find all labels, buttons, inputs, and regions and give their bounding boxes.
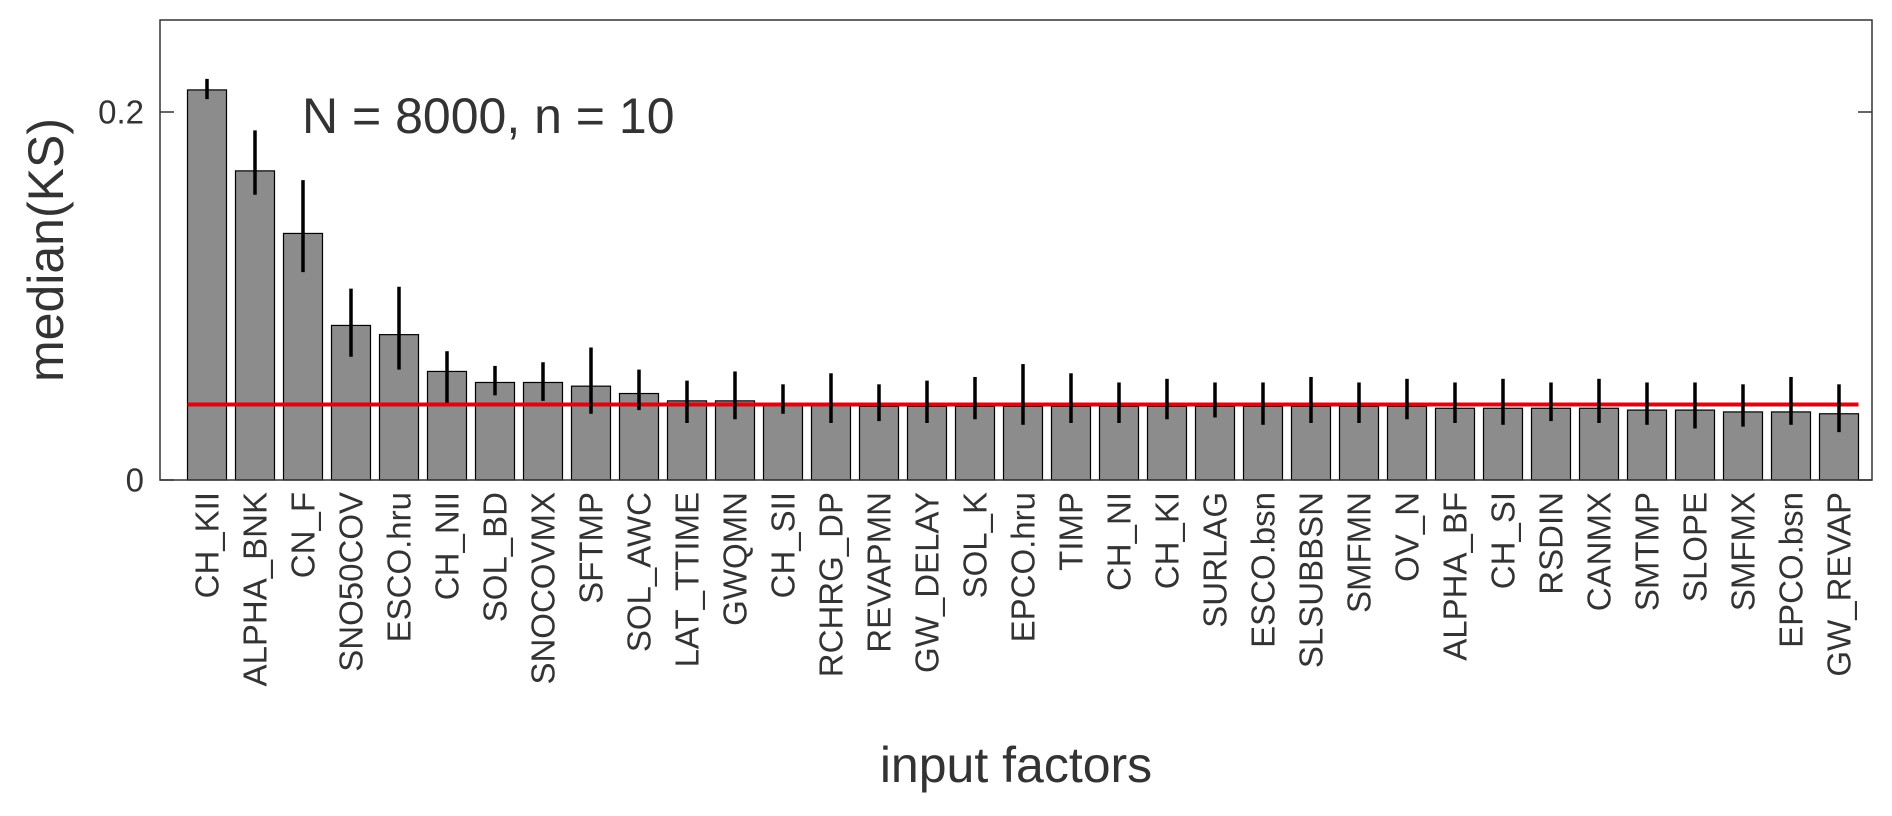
x-tick-label-ov-n: OV_N	[1389, 492, 1426, 582]
x-tick-label-sno50cov: SNO50COV	[333, 492, 370, 672]
x-tick-label-smfmx: SMFMX	[1725, 492, 1762, 611]
x-tick-label-rchrg-dp: RCHRG_DP	[813, 492, 850, 677]
x-tick-label-gw-revap: GW_REVAP	[1821, 492, 1858, 677]
bar-ch-sii	[762, 403, 804, 481]
x-tick-label-sol-k: SOL_K	[957, 492, 994, 598]
x-tick-label-surlag: SURLAG	[1197, 492, 1234, 628]
bar-sol-bd	[474, 381, 516, 481]
x-tick-labels: CH_KII ALPHA_BNK CN_F SNO50COV ESCO.hru CH_NI…	[189, 492, 1858, 686]
x-tick-label-ch-kii: CH_KII	[189, 492, 226, 598]
x-tick-label-rsdin: RSDIN	[1533, 492, 1570, 595]
x-tick-label-slope: SLOPE	[1677, 492, 1714, 602]
x-tick-label-lat-ttime: LAT_TTIME	[669, 492, 706, 667]
x-tick-label-sftmp: SFTMP	[573, 492, 610, 604]
x-tick-label-esco-bsn: ESCO.bsn	[1245, 492, 1282, 648]
chart-annotation: N = 8000, n = 10	[302, 88, 675, 144]
error-bars	[205, 78, 1841, 433]
y-axis-label: median(KS)	[18, 118, 74, 382]
x-tick-label-sol-awc: SOL_AWC	[621, 492, 658, 652]
axes	[159, 19, 1873, 481]
x-tick-label-smtmp: SMTMP	[1629, 492, 1666, 611]
x-tick-label-slsubbsn: SLSUBBSN	[1293, 492, 1330, 668]
bar-cn-f	[282, 232, 324, 481]
bar-alpha-bnk	[234, 170, 276, 481]
x-tick-label-revapmn: REVAPMN	[861, 492, 898, 653]
x-tick-label-ch-ki: CH_KI	[1149, 492, 1186, 589]
y-ticks: 00.2	[98, 94, 1872, 499]
x-tick-label-sol-bd: SOL_BD	[477, 492, 514, 622]
x-tick-label-ch-sii: CH_SII	[765, 492, 802, 598]
y-tick-label-0-2: 0.2	[98, 94, 144, 131]
x-tick-label-cn-f: CN_F	[285, 492, 322, 578]
y-tick-label-0: 0	[126, 462, 144, 499]
x-tick-label-ch-nii: CH_NII	[429, 492, 466, 600]
x-tick-label-alpha-bf: ALPHA_BF	[1437, 492, 1474, 661]
x-tick-label-canmx: CANMX	[1581, 492, 1618, 611]
x-tick-label-ch-ni: CH_NI	[1101, 492, 1138, 591]
bar-ch-kii	[186, 89, 228, 481]
bar-surlag	[1194, 405, 1236, 481]
x-tick-label-alpha-bnk: ALPHA_BNK	[237, 492, 274, 686]
x-tick-label-esco-hru: ESCO.hru	[381, 492, 418, 642]
x-tick-label-epco-hru: EPCO.hru	[1005, 492, 1042, 642]
x-axis-label: input factors	[880, 737, 1152, 793]
x-tick-label-snocovmx: SNOCOVMX	[525, 492, 562, 685]
axes-box	[159, 19, 1873, 481]
x-tick-label-gw-delay: GW_DELAY	[909, 492, 946, 673]
x-tick-label-epco-bsn: EPCO.bsn	[1773, 492, 1810, 648]
x-tick-label-gwqmn: GWQMN	[717, 492, 754, 626]
x-tick-label-ch-si: CH_SI	[1485, 492, 1522, 589]
x-tick-label-timp: TIMP	[1053, 492, 1090, 571]
x-tick-label-smfmn: SMFMN	[1341, 492, 1378, 613]
